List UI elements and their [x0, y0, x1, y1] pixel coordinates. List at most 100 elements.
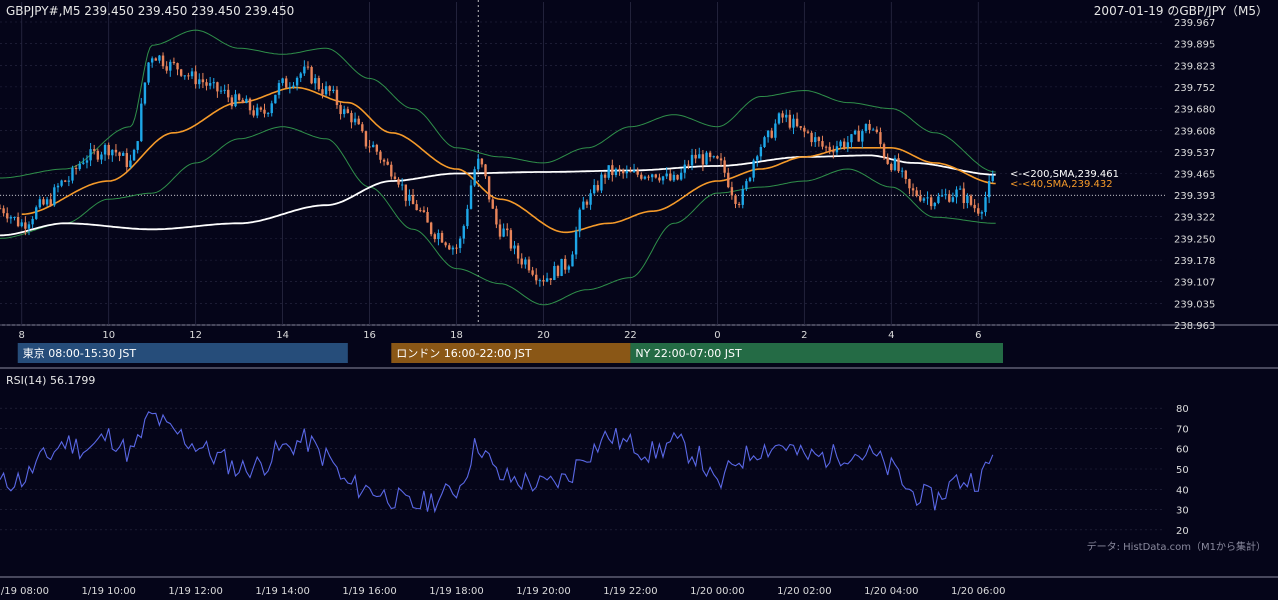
candle-down: [701, 154, 705, 165]
price-tick-label: 239.823: [1174, 61, 1215, 72]
candle-up: [27, 224, 31, 229]
candle-down: [107, 144, 110, 156]
candle-up: [35, 207, 38, 219]
candle-down: [241, 99, 244, 104]
candle-up: [593, 185, 596, 194]
candle-down: [770, 130, 773, 138]
price-tick-label: 239.465: [1174, 170, 1215, 181]
candle-down: [647, 176, 650, 178]
candle-up: [665, 173, 668, 177]
candle-down: [285, 78, 288, 88]
candle-up: [121, 153, 125, 156]
candle-up: [814, 137, 817, 143]
rsi-time-label: 1/20 04:00: [864, 586, 918, 597]
candle-up: [245, 98, 248, 104]
candle-up: [944, 194, 947, 196]
candle-up: [661, 176, 665, 181]
candle-down: [321, 89, 324, 95]
candle-up: [212, 82, 215, 84]
candle-down: [629, 171, 632, 173]
candle-down: [237, 94, 241, 100]
bollinger-bands: [0, 29, 996, 306]
candle-down: [205, 82, 208, 86]
candle-up: [332, 89, 335, 92]
candle-down: [640, 174, 643, 179]
candle-down: [817, 137, 821, 142]
candle-up: [85, 160, 89, 163]
candle-down: [824, 146, 828, 148]
candle-down: [216, 82, 219, 92]
candle-down: [350, 112, 353, 123]
candle-up: [45, 199, 49, 205]
candle-up: [266, 113, 270, 115]
candle-down: [832, 150, 835, 153]
candle-up: [129, 160, 132, 168]
candle-up: [861, 131, 864, 142]
sma200-line: [0, 154, 996, 237]
candle-up: [763, 137, 766, 147]
candle-down: [694, 154, 697, 159]
candle-up: [400, 184, 404, 186]
rsi-tick-label: 60: [1176, 445, 1189, 456]
candle-up: [600, 174, 603, 191]
candle-down: [676, 174, 679, 180]
candle-up: [31, 218, 34, 225]
candle-up: [314, 78, 317, 84]
candle-down: [42, 199, 45, 205]
candle-up: [745, 181, 748, 190]
hour-tick-label: 14: [276, 330, 289, 341]
candle-up: [53, 187, 56, 206]
candle-up: [169, 61, 172, 71]
candle-down: [397, 179, 400, 185]
candle-down: [361, 124, 364, 132]
candle-down: [687, 164, 690, 166]
candle-up: [567, 266, 571, 270]
candle-down: [585, 201, 589, 205]
candle-down: [161, 55, 165, 67]
candle-down: [520, 258, 523, 265]
candle-down: [93, 149, 96, 151]
candle-up: [578, 209, 581, 232]
rsi-tick-label: 20: [1176, 526, 1189, 537]
price-tick-label: 239.680: [1174, 105, 1215, 116]
rsi-time-label: 1/20 06:00: [951, 586, 1005, 597]
hour-tick-label: 16: [363, 330, 376, 341]
candle-up: [223, 89, 226, 91]
session-label: 東京 08:00-15:30 JST: [23, 346, 137, 360]
candle-up: [143, 82, 147, 104]
price-tick-label: 239.967: [1174, 18, 1215, 29]
bollinger-lower-line: [0, 126, 996, 306]
candle-down: [781, 113, 784, 118]
price-tick-label: 239.322: [1174, 213, 1215, 224]
rsi-time-label: 1/19 18:00: [429, 586, 483, 597]
rsi-line: [0, 411, 994, 514]
candle-down: [611, 165, 614, 176]
rsi-title: RSI(14) 56.1799: [6, 374, 95, 387]
candle-down: [509, 230, 513, 249]
candle-down: [6, 213, 9, 219]
candle-down: [49, 199, 52, 206]
candle-down: [201, 79, 205, 83]
price-tick-label: 239.895: [1174, 40, 1215, 51]
candle-up: [698, 154, 701, 159]
candle-up: [705, 152, 708, 165]
candle-down: [317, 78, 321, 90]
candle-down: [506, 228, 509, 231]
candle-down: [879, 132, 882, 145]
candle-up: [299, 73, 302, 78]
candle-up: [513, 245, 516, 249]
candle-down: [498, 224, 502, 237]
price-tick-label: 239.107: [1174, 278, 1215, 289]
candle-down: [564, 258, 567, 270]
hour-tick-label: 10: [102, 330, 115, 341]
candle-up: [256, 107, 259, 116]
hour-tick-label: 20: [537, 330, 550, 341]
candle-down: [74, 167, 78, 170]
candle-up: [466, 208, 469, 227]
candle-down: [194, 71, 197, 85]
candle-down: [727, 172, 730, 188]
candle-down: [64, 180, 67, 182]
candle-down: [433, 234, 436, 240]
candle-down: [527, 259, 531, 271]
